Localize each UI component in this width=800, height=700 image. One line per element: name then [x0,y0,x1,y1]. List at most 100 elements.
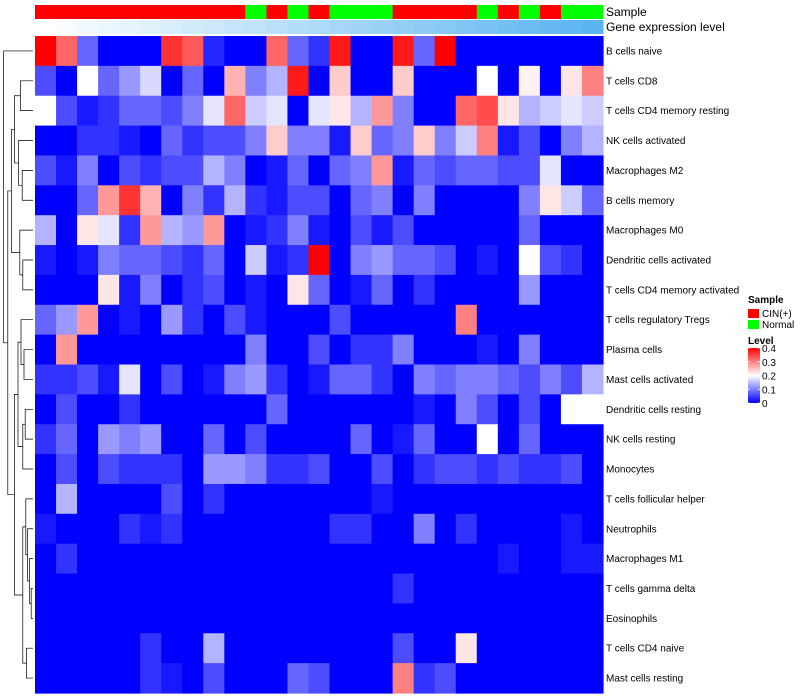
heatmap-cell [476,543,499,575]
expression-annotation-cell [266,20,288,34]
heatmap-cell [182,185,204,216]
heatmap-cell [455,274,478,306]
heatmap-cell [224,334,246,366]
heatmap-cell [560,394,583,425]
heatmap-cell [455,663,478,694]
heatmap-cell [266,573,289,605]
expression-annotation-cell [497,20,520,34]
heatmap-cell [518,334,541,366]
heatmap-cell [518,364,541,395]
heatmap-cell [140,573,162,605]
heatmap-cell [35,424,57,455]
heatmap-cell [245,603,268,634]
heatmap-cell [476,603,499,634]
dendrogram-branch [14,95,21,164]
heatmap-cell [287,245,310,276]
heatmap-cell [77,603,99,634]
heatmap-cell [329,573,352,605]
heatmap-cell [119,95,141,127]
heatmap-cell [539,125,562,157]
heatmap-cell [350,215,373,246]
heatmap-cell [203,633,225,664]
heatmap-cell [476,274,499,306]
heatmap-cell [98,513,120,545]
sample-annotation-cell [455,5,478,19]
heatmap-cell [560,245,583,276]
heatmap-cell [455,364,478,395]
heatmap-cell [77,454,99,485]
heatmap-cell [77,364,99,395]
heatmap-cell [350,364,373,395]
heatmap-cell [98,304,120,336]
heatmap-cell [581,424,604,455]
heatmap-cell [245,364,268,395]
heatmap-cell [350,663,373,694]
heatmap-cell [266,603,289,634]
heatmap-cell [497,543,520,575]
heatmap-cell [371,543,394,575]
legend-level-tick-label: 0.4 [762,344,776,355]
heatmap-cells [35,36,604,694]
heatmap-cell [287,483,310,515]
heatmap-cell [518,424,541,455]
heatmap-cell [497,245,520,276]
heatmap-cell [518,633,541,664]
heatmap-cell [329,65,352,97]
heatmap-cell [539,394,562,425]
heatmap-cell [35,125,57,157]
heatmap-cell [560,364,583,395]
heatmap-cell [287,95,310,127]
heatmap-cell [392,603,415,634]
heatmap-cell [119,274,141,306]
heatmap-cell [413,36,436,67]
heatmap-cell [245,424,268,455]
sample-annotation-cell [203,5,225,19]
heatmap-cell [56,95,78,127]
heatmap-cell [224,633,246,664]
heatmap-cell [182,155,204,186]
heatmap-cell [455,95,478,127]
expression-annotation-cell [539,20,562,34]
heatmap-cell [497,95,520,127]
heatmap-cell [203,513,225,545]
heatmap-cell [77,125,99,157]
heatmap-cell [434,155,457,186]
heatmap-cell [371,513,394,545]
heatmap-cell [371,633,394,664]
heatmap-cell [140,543,162,575]
heatmap-cell [56,185,78,216]
heatmap-cell [56,633,78,664]
row-label: Dendritic cells activated [606,255,711,266]
heatmap-cell [287,454,310,485]
heatmap-cell [140,304,162,336]
dendrogram-branch [30,588,33,619]
heatmap-cell [77,155,99,186]
heatmap-cell [560,304,583,336]
expression-annotation-cell [392,20,415,34]
heatmap-cell [413,424,436,455]
heatmap-cell [371,36,394,67]
heatmap-cell [392,513,415,545]
expression-annotation-cell [518,20,541,34]
heatmap-cell [434,125,457,157]
expression-annotation-cell [329,20,352,34]
heatmap-cell [308,483,331,515]
heatmap-cell [224,125,246,157]
heatmap-cell [140,215,162,246]
legend-level-colorbar [748,348,760,403]
legend-level-tick-label: 0 [762,399,768,410]
heatmap-cell [182,245,204,276]
sample-annotation-cell [56,5,78,19]
sample-annotation-cell [371,5,394,19]
heatmap-cell [287,543,310,575]
row-label: Macrophages M0 [606,226,684,237]
heatmap-cell [161,95,183,127]
heatmap-cell [392,573,415,605]
heatmap-cell [308,513,331,545]
heatmap-cell [518,304,541,336]
heatmap-cell [413,155,436,186]
heatmap-cell [371,394,394,425]
heatmap-cell [245,215,268,246]
heatmap-cell [98,603,120,634]
heatmap-cell [518,603,541,634]
